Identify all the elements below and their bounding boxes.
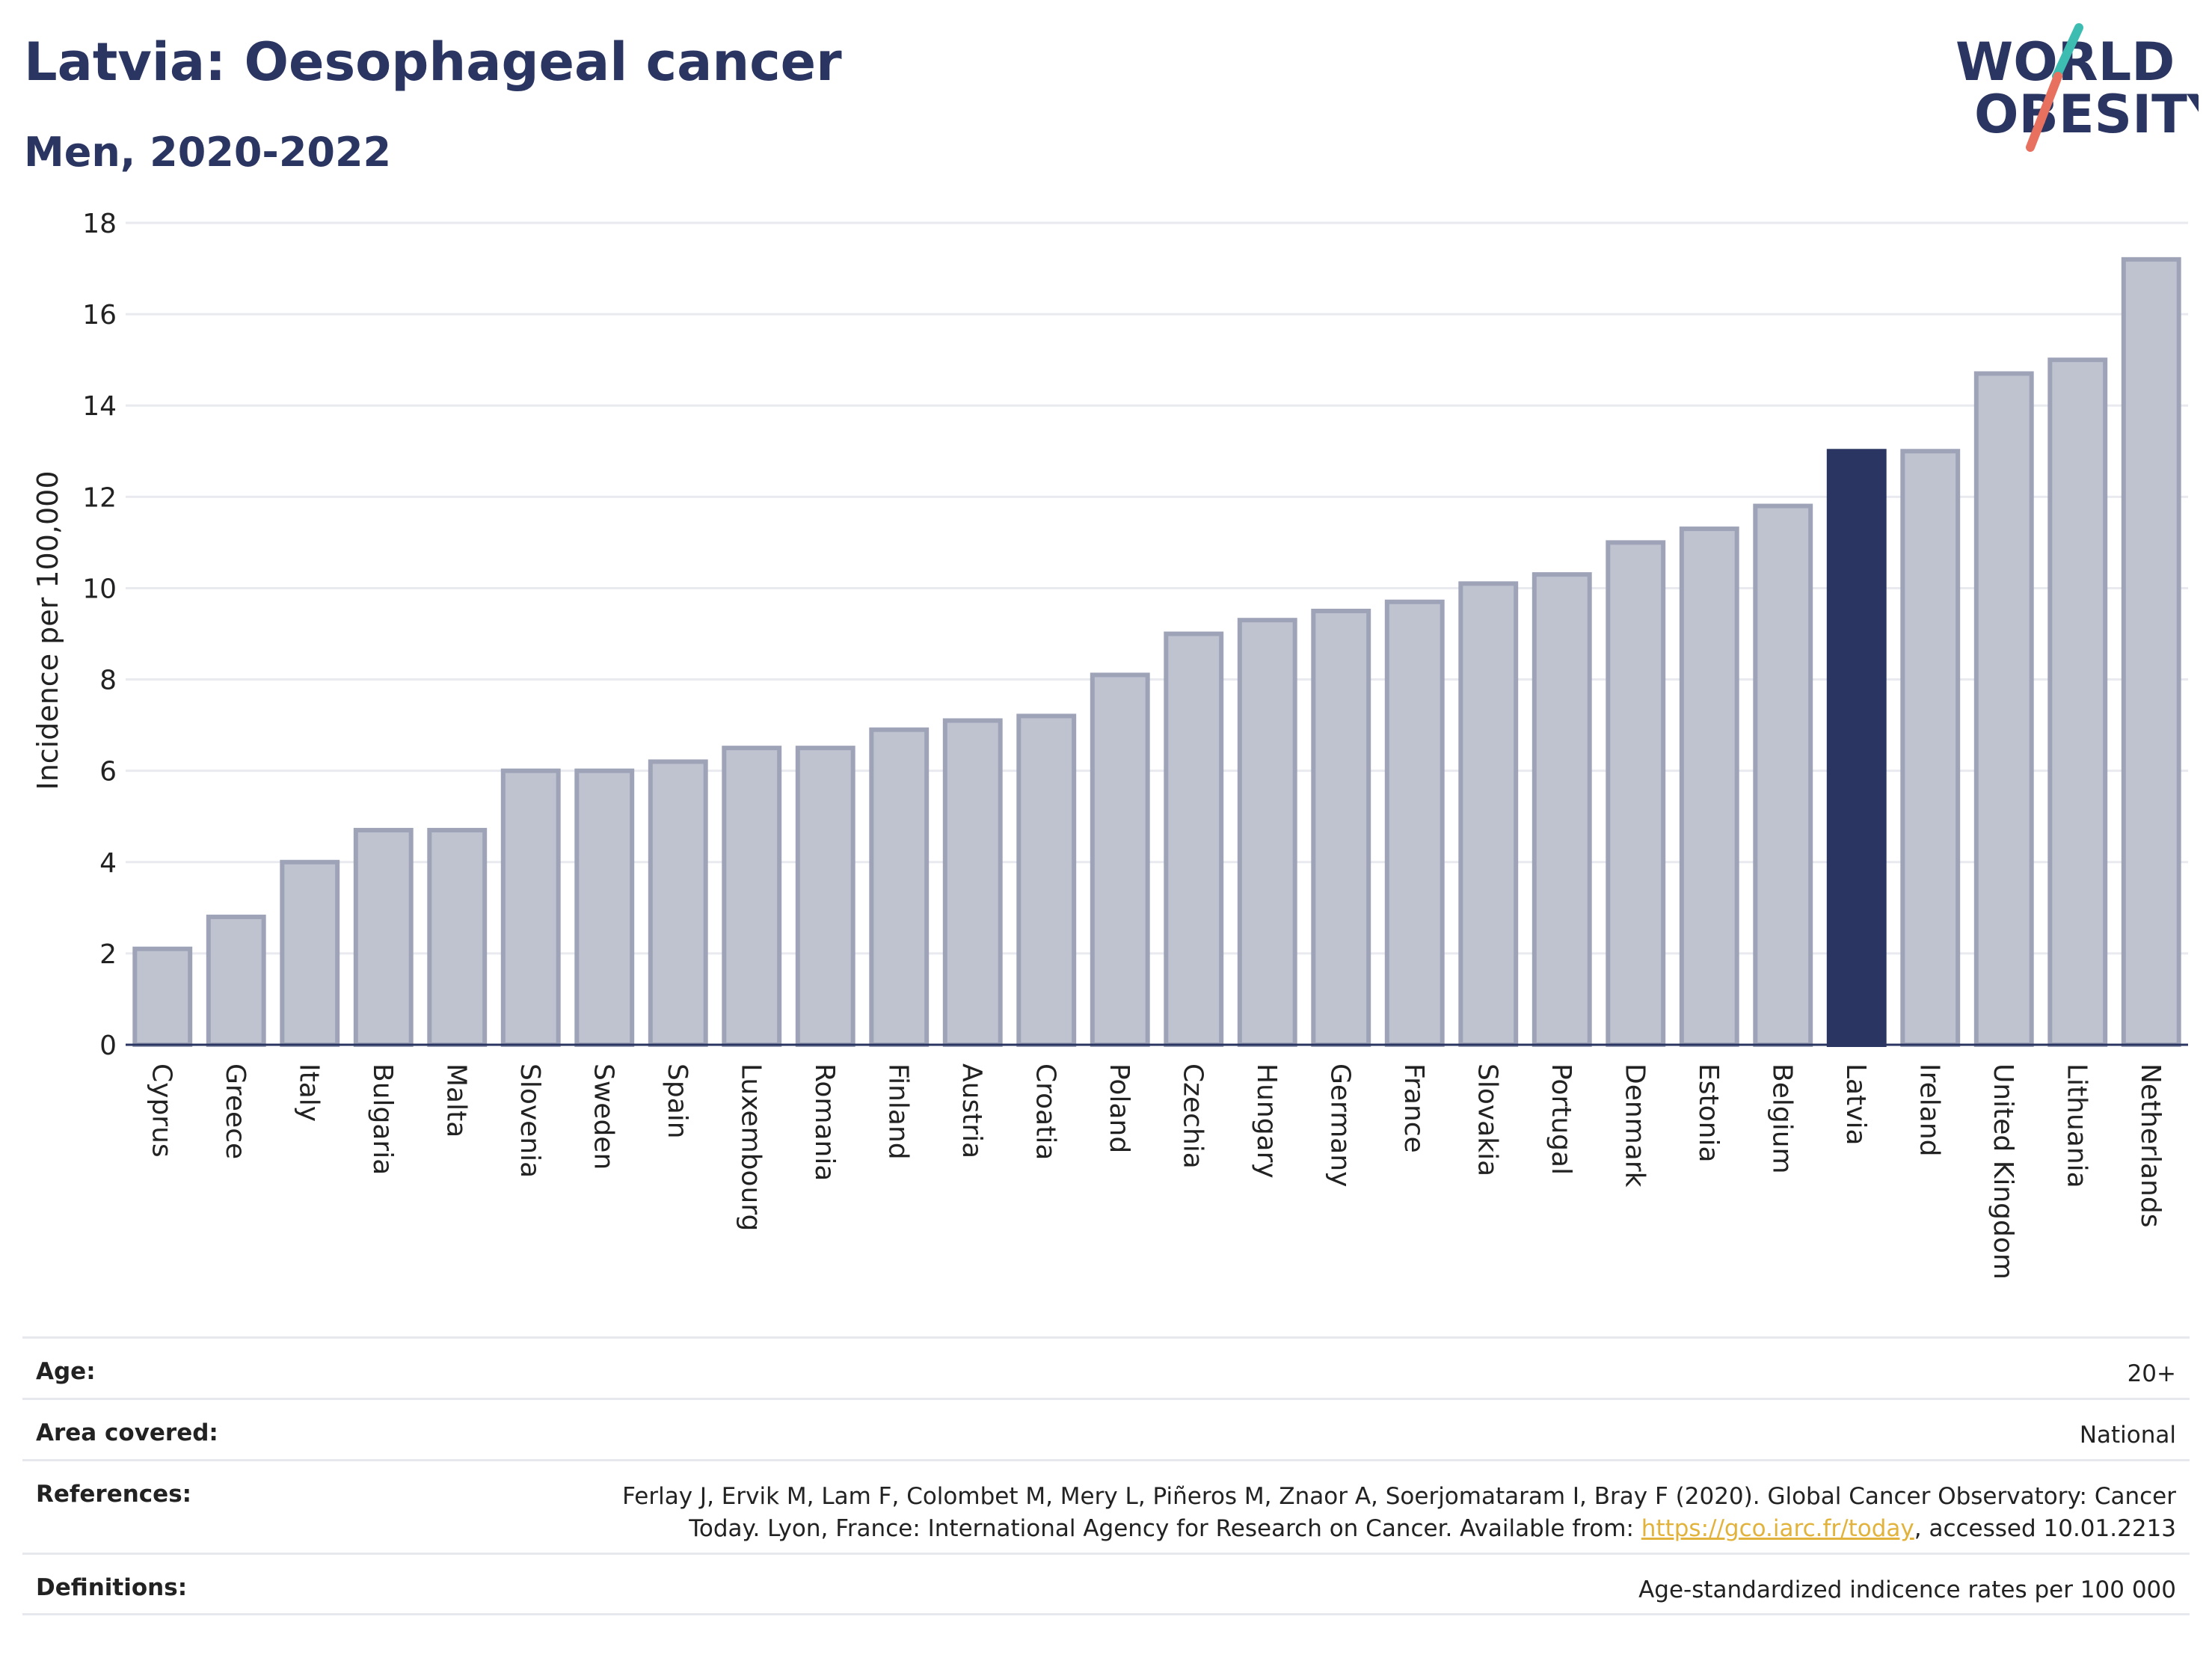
meta-row-references: References: Ferlay J, Ervik M, Lam F, Co… [22, 1459, 2190, 1553]
bar-greece [206, 915, 266, 1047]
bar-croatia [1016, 713, 1077, 1048]
bar-finland [869, 727, 930, 1047]
x-tick-label: United Kingdom [1988, 1063, 2018, 1280]
x-tick-label: Hungary [1251, 1063, 1282, 1179]
y-tick-label: 6 [99, 757, 117, 787]
logo-line2: OBESITY [1974, 84, 2199, 145]
bar-hungary [1237, 618, 1297, 1047]
x-tick-label: Portugal [1546, 1063, 1576, 1175]
chart-subtitle: Men, 2020-2022 [24, 129, 392, 176]
y-tick-label: 2 [99, 939, 117, 970]
area-value: National [2079, 1422, 2176, 1449]
bar-chart: 0 2 4 6 8 10 12 14 16 18 Cyprus Greece Italy Bulgari… [31, 209, 2188, 1280]
x-tick-label: Slovakia [1472, 1063, 1502, 1176]
references-line2: Today. Lyon, France: International Agenc… [689, 1515, 1641, 1542]
x-tick-label: Austria [956, 1063, 987, 1158]
age-value: 20+ [2127, 1360, 2176, 1387]
x-tick-label: Belgium [1766, 1063, 1797, 1174]
x-tick-label: Bulgaria [367, 1063, 398, 1175]
x-tick-label: Greece [220, 1063, 251, 1159]
bar-romania [795, 746, 855, 1048]
y-tick-label: 10 [82, 574, 117, 604]
x-tick-label: Estonia [1693, 1063, 1724, 1163]
bar-portugal [1531, 572, 1592, 1047]
bar-latvia [1826, 449, 1887, 1047]
x-tick-label: Slovenia [514, 1063, 545, 1178]
bar-estonia [1679, 526, 1739, 1047]
y-tick-label: 4 [99, 848, 117, 879]
y-tick-labels: 0 2 4 6 8 10 12 14 16 18 [82, 209, 117, 1061]
references-line2-end: , accessed 10.01.2213 [1914, 1515, 2176, 1542]
bar-germany [1311, 608, 1371, 1047]
bar-netherlands [2121, 257, 2181, 1047]
bar-luxembourg [722, 746, 782, 1048]
x-tick-labels: Cyprus Greece Italy Bulgaria Malta Slovenia Sw… [146, 1063, 2166, 1280]
bar-sweden [574, 768, 635, 1047]
x-tick-label: Luxembourg [735, 1063, 766, 1231]
x-tick-label: Italy [293, 1063, 324, 1122]
y-tick-label: 16 [82, 300, 117, 331]
bar-cyprus [132, 946, 193, 1047]
chart-title: Latvia: Oesophageal cancer [24, 31, 842, 93]
x-tick-label: Denmark [1619, 1063, 1650, 1188]
bar-bulgaria [353, 828, 414, 1048]
x-tick-label: Netherlands [2135, 1063, 2166, 1227]
y-tick-label: 12 [82, 482, 117, 513]
x-tick-label: Ireland [1914, 1063, 1944, 1157]
x-tick-label: Malta [440, 1063, 471, 1137]
y-tick-label: 0 [99, 1031, 117, 1061]
x-tick-label: Lithuania [2061, 1063, 2092, 1188]
bar-ireland [1900, 449, 1961, 1047]
references-line1: Ferlay J, Ervik M, Lam F, Colombet M, Me… [622, 1483, 2176, 1510]
x-tick-label: France [1398, 1063, 1429, 1153]
x-tick-label: Poland [1104, 1063, 1134, 1153]
logo-slash-bottom [2026, 72, 2062, 152]
references-link[interactable]: https://gco.iarc.fr/today [1641, 1515, 1914, 1542]
x-tick-label: Cyprus [146, 1063, 176, 1158]
bar-slovenia [500, 768, 561, 1047]
bar-poland [1090, 672, 1150, 1047]
area-label: Area covered: [36, 1419, 218, 1446]
metadata-table: Age: 20+ Area covered: National Referenc… [22, 1336, 2190, 1615]
meta-row-area: Area covered: National [22, 1398, 2190, 1459]
bar-united-kingdom [1973, 371, 2034, 1047]
y-tick-label: 18 [82, 209, 117, 239]
bar-belgium [1753, 503, 1813, 1047]
bar-malta [427, 828, 488, 1048]
bars [132, 257, 2181, 1048]
x-tick-label: Germany [1324, 1063, 1355, 1187]
bar-france [1384, 599, 1445, 1047]
bar-italy [280, 859, 340, 1048]
age-label: Age: [36, 1358, 96, 1385]
x-tick-label: Romania [809, 1063, 840, 1181]
references-label: References: [36, 1481, 192, 1508]
bar-slovakia [1458, 581, 1519, 1047]
definitions-value: Age-standardized indicence rates per 100… [1638, 1576, 2176, 1603]
bar-spain [648, 759, 708, 1047]
bar-lithuania [2047, 357, 2108, 1047]
x-tick-label: Finland [882, 1063, 913, 1160]
bar-czechia [1164, 631, 1224, 1047]
x-tick-label: Latvia [1840, 1063, 1871, 1146]
bar-austria [942, 718, 1003, 1047]
world-obesity-logo: WORLD OBESITY [1956, 23, 2199, 152]
meta-row-age: Age: 20+ [22, 1336, 2190, 1398]
definitions-label: Definitions: [36, 1574, 188, 1601]
x-tick-label: Czechia [1177, 1063, 1208, 1169]
x-tick-label: Spain [662, 1063, 692, 1139]
y-tick-label: 14 [82, 391, 117, 422]
x-tick-label: Croatia [1030, 1063, 1060, 1160]
x-tick-label: Sweden [588, 1063, 618, 1170]
y-tick-label: 8 [99, 666, 117, 696]
references-value: Ferlay J, Ervik M, Lam F, Colombet M, Me… [622, 1481, 2176, 1545]
bar-denmark [1606, 540, 1666, 1047]
logo-slash-top [2052, 23, 2083, 81]
meta-row-definitions: Definitions: Age-standardized indicence … [22, 1553, 2190, 1615]
y-axis-label: Incidence per 100,000 [31, 470, 64, 790]
